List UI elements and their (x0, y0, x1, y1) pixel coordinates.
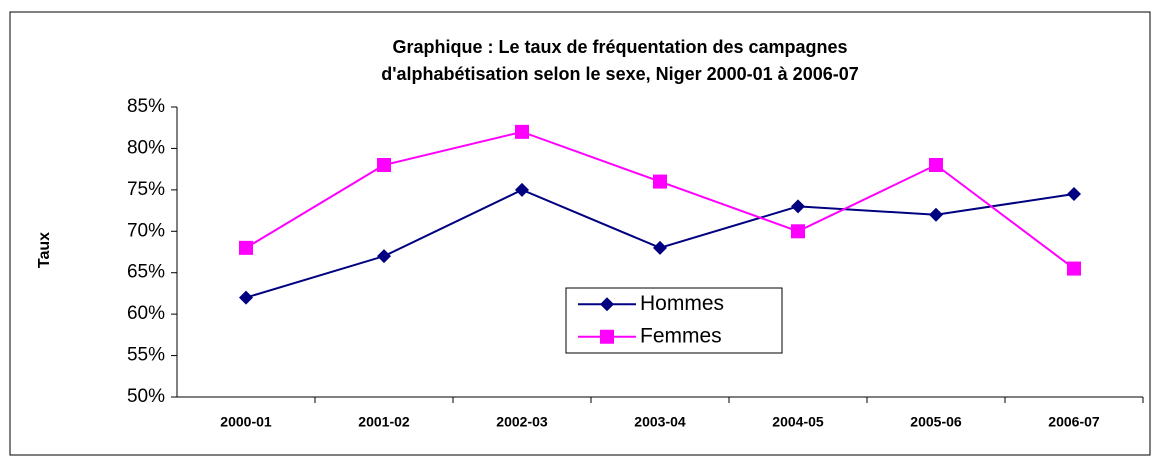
marker (600, 297, 614, 312)
marker (377, 249, 391, 264)
marker (929, 158, 943, 172)
marker (239, 290, 253, 305)
y-tick-label: 85% (127, 96, 165, 117)
x-tick-label: 2005-06 (910, 414, 962, 430)
chart-title: Graphique : Le taux de fréquentation des… (392, 37, 847, 57)
x-tick-label: 2006-07 (1048, 414, 1100, 430)
marker (929, 207, 943, 222)
legend-label: Femmes (640, 324, 722, 347)
x-tick-label: 2001-02 (358, 414, 410, 430)
y-tick-label: 55% (127, 345, 165, 366)
chart-border (9, 11, 1151, 456)
marker (653, 240, 667, 255)
legend-label: Hommes (640, 292, 724, 315)
marker (600, 329, 614, 344)
y-tick-label: 80% (127, 137, 165, 158)
chart-title: d'alphabétisation selon le sexe, Niger 2… (381, 64, 859, 84)
x-tick-label: 2000-01 (220, 414, 272, 430)
y-tick-label: 75% (127, 179, 165, 200)
marker (515, 124, 529, 139)
marker (239, 240, 253, 255)
y-tick-label: 70% (127, 220, 165, 241)
marker (515, 182, 529, 197)
x-tick-label: 2004-05 (772, 414, 824, 430)
marker (653, 174, 667, 189)
x-tick-label: 2003-04 (634, 414, 686, 430)
y-tick-label: 60% (127, 303, 165, 324)
x-tick-label: 2002-03 (496, 414, 548, 430)
marker (791, 199, 805, 214)
y-axis-label: Taux (36, 232, 53, 268)
y-tick-label: 65% (127, 262, 165, 283)
marker (1067, 261, 1081, 276)
y-tick-label: 50% (127, 386, 165, 407)
marker (791, 224, 805, 239)
marker (1067, 187, 1081, 201)
marker (377, 158, 391, 172)
